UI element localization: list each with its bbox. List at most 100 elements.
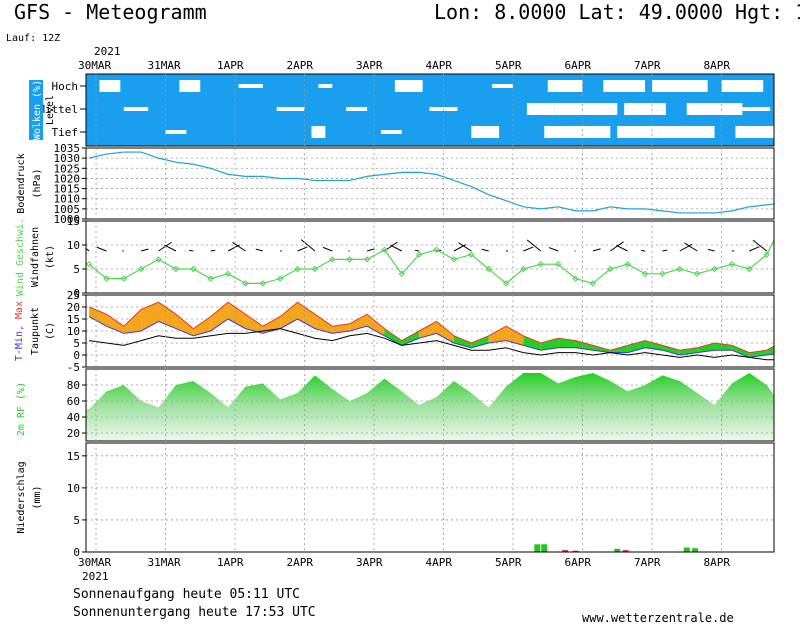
y-tick-label-temp: 20: [67, 301, 80, 314]
wind-point: [607, 265, 614, 273]
temp-range-fill: [645, 340, 663, 351]
cloud-clear-patch: [721, 80, 764, 92]
temp-range-fill: [627, 340, 646, 353]
y-tick-label-pres: 1010: [54, 193, 81, 206]
wind-barb: [210, 249, 216, 252]
panel-frame-wind: [85, 220, 775, 294]
wind-barb: [523, 246, 534, 252]
date-label-top: 8APR: [704, 59, 731, 72]
wind-barb: [453, 244, 466, 252]
y-tick-label-wind: 15: [67, 215, 80, 228]
y-tick-label-temp: -5: [67, 361, 80, 374]
date-label-bottom: 31MAR: [148, 556, 181, 569]
wind-point: [276, 275, 284, 282]
wind-barb: [526, 239, 542, 252]
wind-barb: [415, 249, 420, 252]
temp-range-fill: [332, 323, 350, 334]
y-tick-label-wind: 5: [73, 263, 80, 276]
wind-point: [782, 219, 787, 224]
cloud-clear-patch: [179, 80, 201, 92]
wind-barb: [752, 239, 767, 252]
y-tick-label-hum: 20: [67, 427, 80, 440]
temp-range-fill: [210, 302, 229, 331]
precip-bar: [541, 544, 548, 552]
wind-point: [363, 256, 371, 263]
dewpoint-label: Taupunkt: [30, 307, 41, 355]
dewpoint-line: [88, 328, 774, 361]
humidity-title: 2m RF (%): [16, 382, 27, 436]
wind-point: [294, 265, 301, 273]
wind-barb: [255, 248, 263, 252]
date-label-top: 30MAR: [78, 59, 111, 72]
y-tick-label-temp: 25: [67, 289, 80, 302]
cloud-clear-patch: [492, 84, 513, 88]
wind-barb: [188, 249, 194, 252]
y-tick-label-prec: 15: [67, 450, 80, 463]
temp-range-fill: [749, 350, 767, 358]
humidity-area: [86, 373, 774, 441]
y-tick-label-pres: 1005: [54, 203, 81, 216]
date-label-top: 31MAR: [148, 59, 181, 72]
wind-point: [103, 275, 110, 282]
wind-barb: [141, 248, 149, 252]
y-tick-label-pres: 1015: [54, 183, 81, 196]
date-label-bottom: 2APR: [287, 556, 314, 569]
cloud-clear-patch: [658, 126, 715, 138]
precip-bar: [534, 544, 541, 552]
date-label-top: 6APR: [565, 59, 592, 72]
temp-range-fill: [384, 328, 402, 346]
run-label: Lauf: 12Z: [6, 33, 61, 44]
wind-barb: [232, 242, 246, 252]
wind-barb: [592, 248, 601, 252]
wind-barb: [366, 248, 375, 252]
temp-range-fill: [506, 326, 524, 346]
wind-point: [693, 270, 701, 278]
y-tick-label-prec: 5: [73, 514, 80, 527]
y-tick-label-hum: 80: [67, 379, 80, 392]
cloud-title: Wolken (%): [32, 80, 43, 140]
wind-point: [415, 251, 423, 258]
wind-barb: [458, 242, 472, 252]
temp-range-fill: [679, 347, 698, 355]
temp-range-fill: [436, 321, 454, 343]
temp-range-fill: [228, 302, 246, 329]
wind-barb: [707, 248, 715, 252]
temp-range-fill: [766, 346, 774, 355]
cloud-clear-patch: [99, 80, 121, 92]
cloud-clear-patch: [735, 126, 774, 138]
y-tick-label-pres: 1000: [54, 213, 81, 226]
temp-range-fill: [297, 302, 315, 329]
wind-barb: [164, 244, 177, 252]
temp-title: T-Min, Max: [14, 301, 25, 361]
wind-point: [676, 265, 684, 273]
wind-point: [190, 265, 197, 273]
precip-bar: [778, 551, 784, 552]
wind-unit: (kt): [45, 245, 56, 269]
cloud-clear-patch: [617, 126, 659, 138]
temp-range-fill: [280, 302, 298, 329]
y-tick-label-temp: 10: [67, 325, 80, 338]
cloud-clear-patch: [238, 84, 263, 88]
temp-range-fill: [314, 314, 333, 334]
cloud-clear-patch: [318, 84, 333, 88]
wind-point: [624, 260, 631, 268]
temp-range-fill: [714, 343, 732, 351]
cloud-clear-patch: [742, 107, 771, 111]
date-label-top: 1APR: [217, 59, 244, 72]
y-tick-label-prec: 10: [67, 482, 80, 495]
cloud-clear-patch: [380, 130, 402, 134]
temp-unit: (C): [45, 322, 56, 340]
wind-point: [381, 246, 388, 254]
wind-point: [520, 265, 527, 273]
cloud-level-label: Hoch: [52, 80, 79, 93]
panel-frame-temp: [85, 294, 775, 368]
precip-unit: (mm): [32, 485, 43, 509]
panel-frame-hum: [85, 368, 775, 442]
temp-range-fill: [662, 345, 680, 355]
wind-point: [346, 256, 353, 263]
wind-point: [763, 251, 770, 258]
wind-point: [137, 265, 145, 273]
panel-frame-cloud: [85, 73, 775, 147]
panel-frame-pres: [85, 147, 775, 220]
